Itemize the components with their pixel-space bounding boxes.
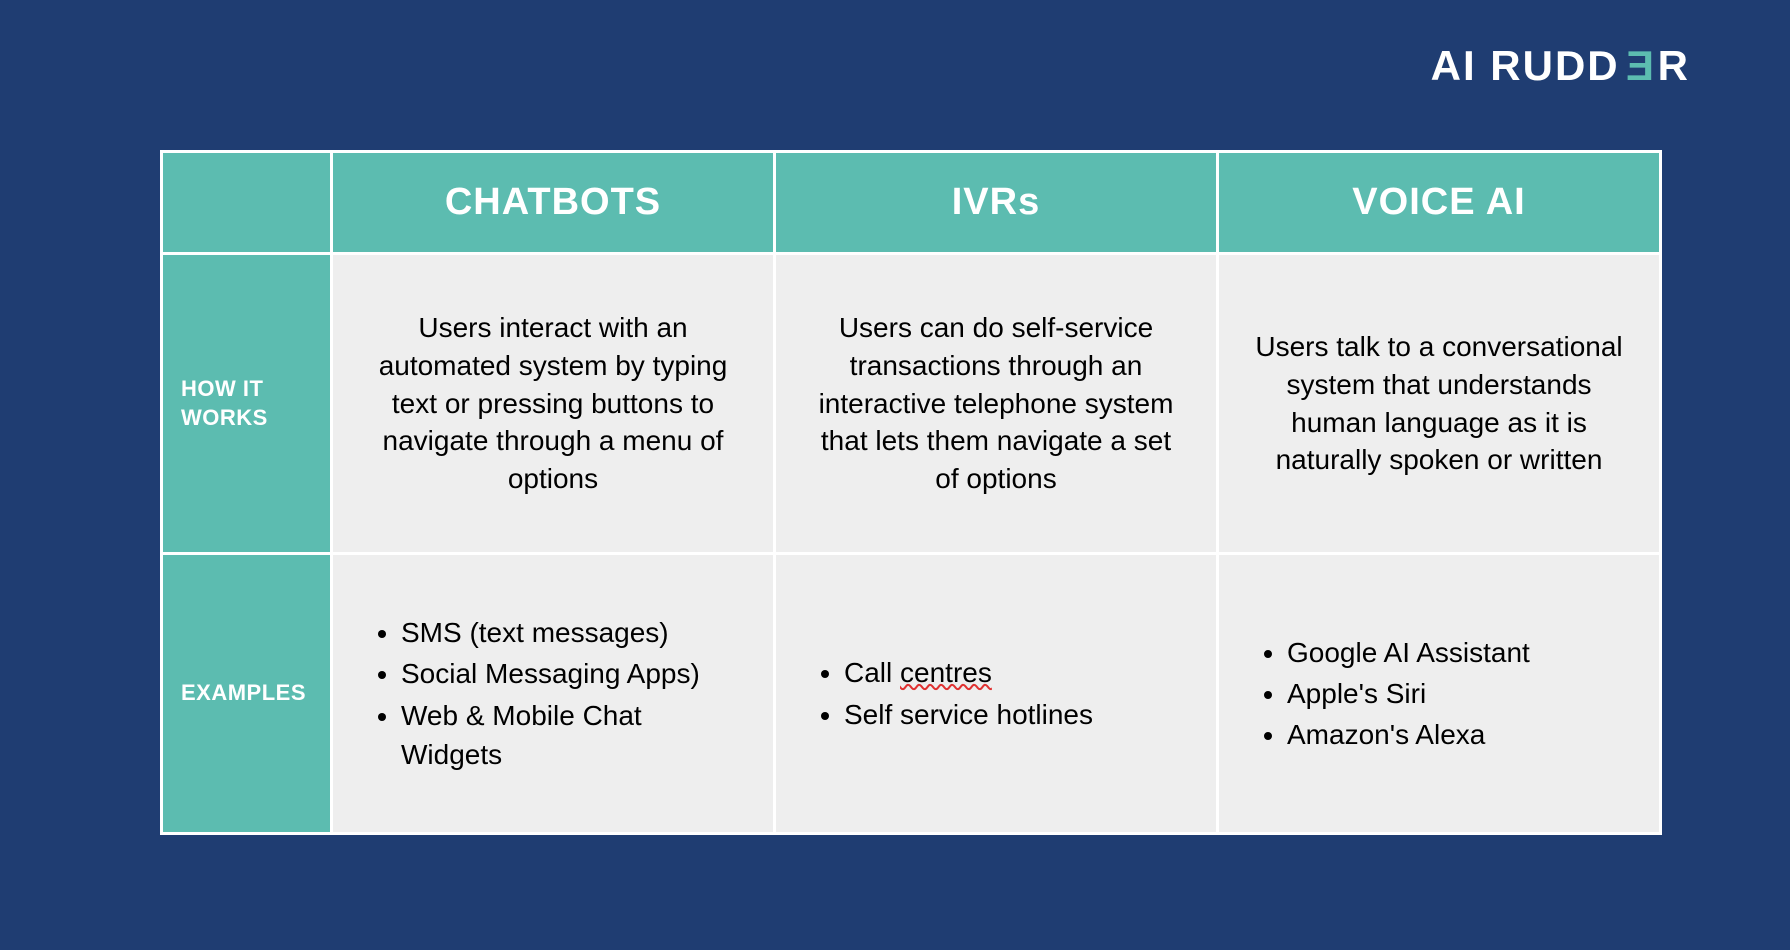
list-item: SMS (text messages)	[401, 613, 741, 652]
cell-examples-voiceai: Google AI Assistant Apple's Siri Amazon'…	[1218, 554, 1661, 834]
cell-examples-ivrs: Call centres Self service hotlines	[775, 554, 1218, 834]
table-header-row: CHATBOTS IVRs VOICE AI	[162, 152, 1661, 254]
brand-stylized-e-icon: E	[1624, 42, 1654, 90]
list-item: Call centres	[844, 653, 1184, 692]
row-header-how-it-works: HOW IT WORKS	[162, 254, 332, 554]
cell-how-ivrs: Users can do self-service transactions t…	[775, 254, 1218, 554]
brand-logo: AI RUDDER	[1431, 42, 1690, 90]
table-row: EXAMPLES SMS (text messages) Social Mess…	[162, 554, 1661, 834]
table-row: HOW IT WORKS Users interact with an auto…	[162, 254, 1661, 554]
list-item: Google AI Assistant	[1287, 633, 1627, 672]
cell-how-voiceai: Users talk to a conversational system th…	[1218, 254, 1661, 554]
list-item: Apple's Siri	[1287, 674, 1627, 713]
comparison-table-container: CHATBOTS IVRs VOICE AI HOW IT WORKS User…	[160, 150, 1660, 835]
list-item: Social Messaging Apps)	[401, 654, 741, 693]
examples-list-chatbots: SMS (text messages) Social Messaging App…	[365, 613, 741, 774]
list-item: Amazon's Alexa	[1287, 715, 1627, 754]
cell-examples-chatbots: SMS (text messages) Social Messaging App…	[332, 554, 775, 834]
column-header-voiceai: VOICE AI	[1218, 152, 1661, 254]
examples-list-ivrs: Call centres Self service hotlines	[808, 653, 1184, 733]
row-header-examples: EXAMPLES	[162, 554, 332, 834]
comparison-table: CHATBOTS IVRs VOICE AI HOW IT WORKS User…	[160, 150, 1662, 835]
spellcheck-underline: centres	[900, 657, 992, 688]
list-item: Web & Mobile Chat Widgets	[401, 696, 741, 774]
table-corner-cell	[162, 152, 332, 254]
examples-list-voiceai: Google AI Assistant Apple's Siri Amazon'…	[1251, 633, 1627, 755]
brand-text-part1: AI RUDD	[1431, 42, 1620, 90]
column-header-chatbots: CHATBOTS	[332, 152, 775, 254]
brand-text-part2: R	[1658, 42, 1690, 90]
column-header-ivrs: IVRs	[775, 152, 1218, 254]
list-item: Self service hotlines	[844, 695, 1184, 734]
cell-how-chatbots: Users interact with an automated system …	[332, 254, 775, 554]
